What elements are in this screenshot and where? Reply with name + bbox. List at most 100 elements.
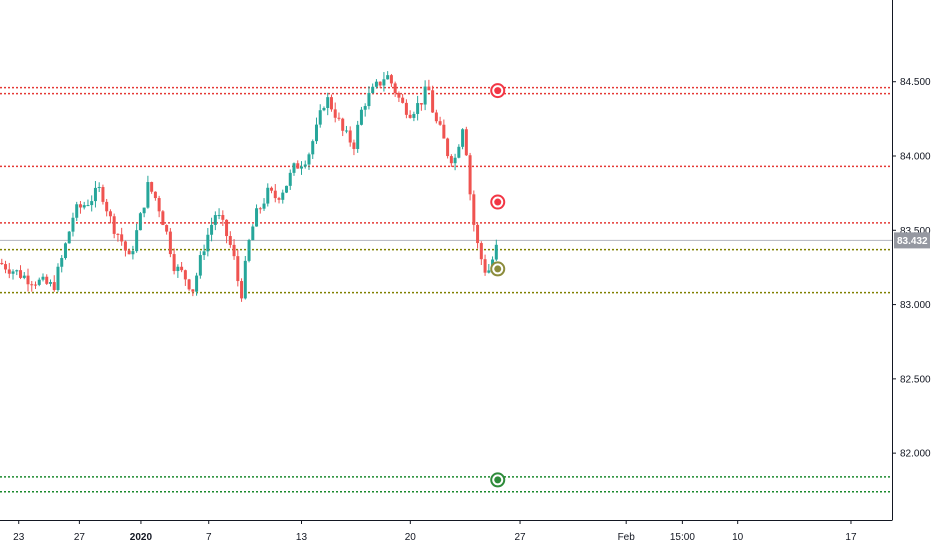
candle bbox=[374, 79, 378, 89]
candle bbox=[314, 117, 318, 144]
candle bbox=[34, 281, 38, 289]
marker-1[interactable] bbox=[490, 194, 506, 210]
candle bbox=[344, 125, 348, 134]
candle bbox=[22, 272, 26, 280]
candle bbox=[217, 208, 221, 220]
candle bbox=[52, 275, 56, 292]
candle bbox=[479, 241, 483, 265]
y-tick-label: 84.000 bbox=[900, 152, 931, 163]
candle bbox=[228, 231, 232, 248]
x-tick-label: 20 bbox=[405, 532, 417, 543]
candle bbox=[457, 144, 461, 159]
candle bbox=[142, 207, 146, 218]
marker-3[interactable] bbox=[490, 472, 506, 488]
candle bbox=[326, 92, 330, 116]
candle bbox=[41, 273, 45, 282]
candle bbox=[434, 109, 438, 124]
candle bbox=[213, 211, 217, 231]
candle bbox=[30, 280, 34, 292]
candle bbox=[270, 186, 274, 194]
candle bbox=[135, 223, 139, 253]
candle bbox=[348, 126, 352, 147]
candle bbox=[251, 224, 255, 241]
candle bbox=[446, 137, 450, 159]
candle bbox=[363, 103, 367, 117]
candle bbox=[464, 126, 468, 156]
candle bbox=[322, 106, 326, 112]
marker-2[interactable] bbox=[490, 261, 506, 277]
candle bbox=[157, 195, 161, 218]
candle bbox=[494, 239, 498, 262]
candle bbox=[97, 182, 101, 193]
candle bbox=[153, 191, 157, 201]
candle bbox=[449, 154, 453, 167]
candle bbox=[461, 128, 465, 150]
y-tick-label: 83.000 bbox=[900, 300, 931, 311]
candle bbox=[183, 269, 187, 286]
candle bbox=[427, 79, 431, 91]
candle bbox=[225, 219, 229, 244]
candle bbox=[195, 272, 199, 296]
candle bbox=[453, 153, 457, 171]
candle bbox=[116, 233, 120, 242]
y-tick-label: 82.500 bbox=[900, 374, 931, 385]
candle bbox=[438, 116, 442, 126]
marker-0[interactable] bbox=[490, 83, 506, 99]
candle bbox=[303, 160, 307, 169]
candle bbox=[232, 239, 236, 260]
candle bbox=[329, 94, 333, 112]
candle bbox=[168, 228, 172, 258]
candle bbox=[337, 112, 341, 121]
candle bbox=[202, 244, 206, 260]
candle bbox=[60, 255, 64, 273]
x-tick-label: 27 bbox=[74, 532, 86, 543]
candle bbox=[112, 213, 116, 239]
candle bbox=[255, 204, 259, 227]
candle bbox=[4, 260, 8, 274]
candle bbox=[389, 73, 393, 87]
candle bbox=[296, 160, 300, 169]
level-markers bbox=[490, 83, 506, 488]
candle bbox=[67, 230, 71, 244]
candle bbox=[210, 217, 214, 242]
candle bbox=[161, 210, 165, 226]
candle bbox=[221, 210, 225, 226]
candle bbox=[393, 81, 397, 97]
candle bbox=[180, 262, 184, 273]
candle bbox=[146, 175, 150, 209]
candle bbox=[311, 139, 315, 159]
candles bbox=[0, 71, 498, 302]
y-tick-label: 82.000 bbox=[900, 449, 931, 460]
candle bbox=[468, 152, 472, 201]
candle bbox=[15, 269, 19, 276]
candle bbox=[0, 258, 4, 265]
candle bbox=[412, 111, 416, 122]
candle bbox=[37, 277, 41, 287]
candle bbox=[86, 199, 90, 207]
candle bbox=[476, 222, 480, 249]
candle bbox=[247, 238, 251, 263]
last-price-label: 83.432 bbox=[897, 236, 928, 247]
candle bbox=[307, 152, 311, 170]
last-price-badge bbox=[894, 232, 930, 249]
candle bbox=[442, 119, 446, 139]
candle bbox=[318, 104, 322, 128]
candle bbox=[120, 227, 124, 246]
candle bbox=[416, 95, 420, 121]
candle bbox=[78, 201, 82, 214]
candle bbox=[419, 103, 423, 111]
candle bbox=[123, 240, 127, 257]
candle bbox=[138, 211, 142, 231]
candle bbox=[172, 248, 176, 275]
candle bbox=[404, 99, 408, 119]
candle bbox=[401, 94, 405, 104]
candle bbox=[386, 71, 390, 80]
candle bbox=[105, 198, 109, 217]
x-tick-label: 2020 bbox=[130, 532, 153, 543]
x-tick-label: Feb bbox=[618, 532, 636, 543]
y-tick-label: 83.500 bbox=[900, 226, 931, 237]
candle bbox=[11, 269, 15, 280]
candle bbox=[198, 251, 202, 279]
